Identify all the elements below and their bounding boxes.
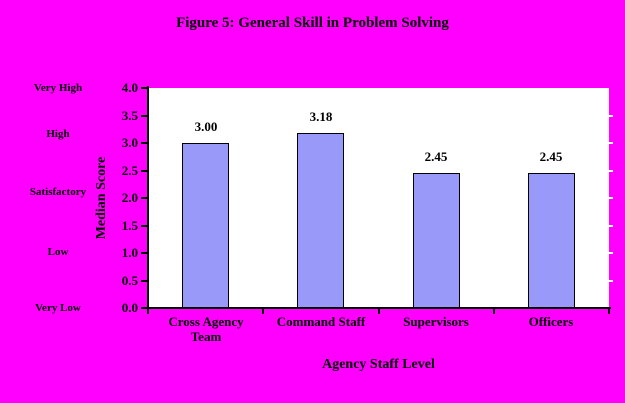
y-tick-label: 2.0 <box>121 190 138 205</box>
right-tick-mark <box>609 197 613 199</box>
y-tick-mark <box>141 114 148 117</box>
y-tick-label: 0.0 <box>121 300 138 315</box>
y-tick-label: 3.5 <box>121 107 138 123</box>
x-tick-mark <box>492 307 495 314</box>
qualitative-label-satisfactory: Satisfactory <box>29 186 87 198</box>
x-tick-mark <box>147 307 149 314</box>
y-tick-mark <box>141 279 148 282</box>
y-tick-label: 0.5 <box>121 272 138 288</box>
right-tick-mark <box>609 224 613 227</box>
bar-command-staff <box>297 133 344 308</box>
y-tick-label: 1.0 <box>121 245 138 260</box>
bar-value-label: 2.45 <box>539 149 563 164</box>
x-tick-mark <box>262 307 265 314</box>
right-tick-mark <box>609 142 613 144</box>
y-tick-mark <box>141 169 148 172</box>
qualitative-label-very-high: Very High <box>33 82 83 94</box>
right-tick-mark <box>609 114 613 117</box>
bar-officers <box>528 173 575 308</box>
x-tick-mark <box>377 307 380 314</box>
qualitative-label-very-low: Very Low <box>35 302 81 314</box>
y-tick-mark <box>141 197 148 199</box>
bar-cross-agency-team <box>182 143 229 308</box>
right-tick-mark <box>609 252 613 254</box>
bar-value-label: 3.00 <box>194 119 218 134</box>
y-axis-line <box>147 86 149 308</box>
y-tick-label: 1.5 <box>121 217 138 233</box>
y-tick-mark <box>141 224 148 227</box>
y-tick-label: 4.0 <box>121 80 138 95</box>
bar-value-label: 3.18 <box>309 109 333 124</box>
category-label: Officers <box>528 314 574 329</box>
category-label: Supervisors <box>403 314 469 329</box>
y-tick-mark <box>141 87 148 89</box>
y-tick-mark <box>141 252 148 254</box>
y-tick-mark <box>141 307 148 309</box>
bar-value-label: 2.45 <box>424 149 448 164</box>
category-label: Cross Agency Team <box>168 314 244 344</box>
qualitative-label-high: High <box>46 128 70 140</box>
y-tick-label: 2.5 <box>121 162 138 178</box>
x-axis-title: Agency Staff Level <box>322 357 435 372</box>
category-label: Command Staff <box>276 314 366 329</box>
y-tick-mark <box>141 142 148 144</box>
right-tick-mark <box>609 279 613 282</box>
y-tick-label: 3.0 <box>121 135 138 150</box>
right-tick-mark <box>609 169 613 172</box>
chart-title: Figure 5: General Skill in Problem Solvi… <box>176 15 449 31</box>
bar-supervisors <box>413 173 460 308</box>
qualitative-label-low: Low <box>47 246 69 258</box>
x-tick-mark <box>608 307 610 314</box>
